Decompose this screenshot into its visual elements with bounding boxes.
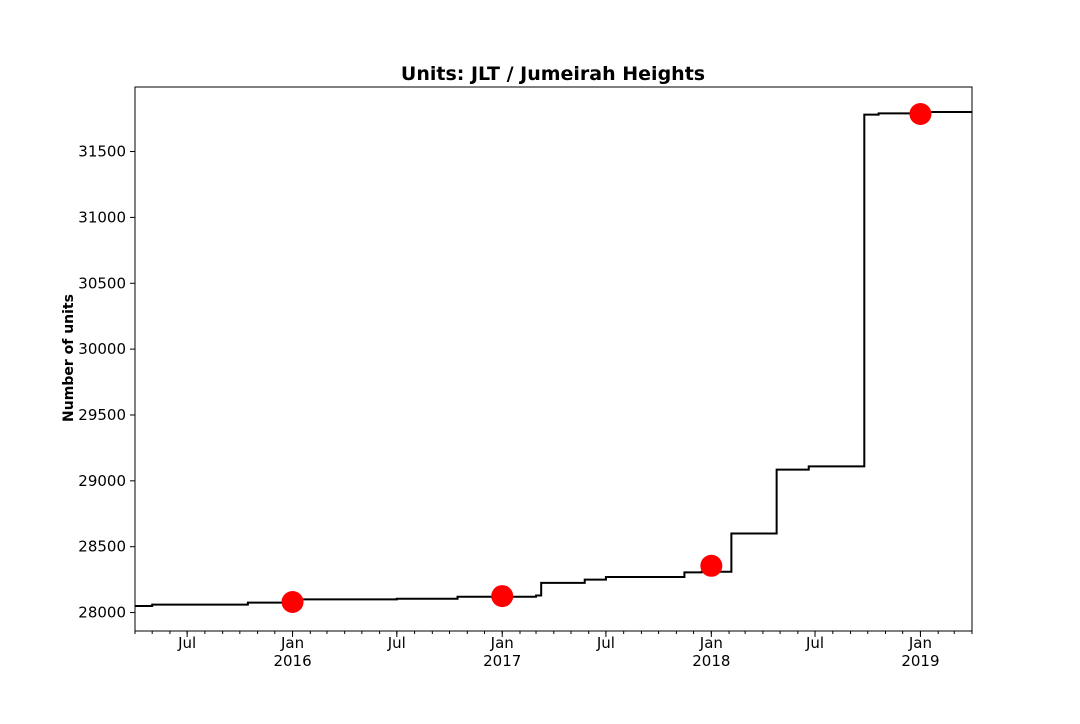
- data-point-marker: [491, 585, 514, 608]
- y-tick-label: 28000: [78, 604, 126, 622]
- data-point-marker: [909, 103, 932, 126]
- x-tick-label: Jul: [177, 634, 196, 652]
- chart-title: Units: JLT / Jumeirah Heights: [401, 63, 705, 85]
- x-tick-label: Jan: [699, 634, 723, 652]
- plot-frame: [134, 86, 973, 632]
- data-point-marker: [700, 554, 723, 577]
- x-tick-year-label: 2019: [901, 652, 939, 670]
- x-tick-label: Jan: [490, 634, 514, 652]
- x-tick-label: Jul: [805, 634, 824, 652]
- plot-area: 28000 28500 29000 29500 30000 30500 31000 31500…: [78, 86, 973, 670]
- data-point-marker: [281, 591, 304, 614]
- y-tick-label: 29500: [78, 406, 126, 424]
- series-line: [135, 111, 972, 607]
- x-tick-label: Jan: [280, 634, 304, 652]
- x-tick-label: Jul: [596, 634, 615, 652]
- y-tick-label: 30000: [78, 340, 126, 358]
- y-tick-label: 31000: [78, 208, 126, 226]
- x-tick-label: Jul: [387, 634, 406, 652]
- x-tick-year-label: 2017: [483, 652, 521, 670]
- y-tick-label: 30500: [78, 274, 126, 292]
- x-tick-year-label: 2018: [692, 652, 730, 670]
- y-tick-label: 31500: [78, 143, 126, 161]
- y-tick-label: 29000: [78, 472, 126, 490]
- y-axis-label: Number of units: [61, 294, 77, 422]
- y-tick-label: 28500: [78, 538, 126, 556]
- x-tick-label: Jan: [908, 634, 932, 652]
- x-tick-year-label: 2016: [273, 652, 311, 670]
